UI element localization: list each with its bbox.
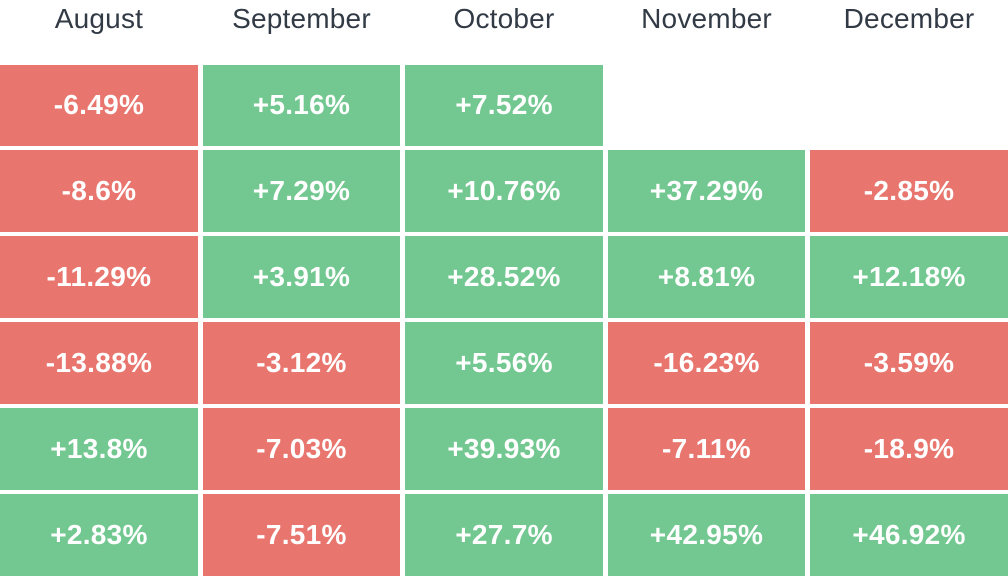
heatmap-cell-r4-c1: -7.03% xyxy=(202,408,401,490)
heatmap-cell-r2-c2: +28.52% xyxy=(405,236,603,318)
heatmap-cell-r0-c2: +7.52% xyxy=(405,64,603,146)
heatmap-cell-r1-c4: -2.85% xyxy=(810,150,1008,232)
heatmap-cell-r3-c3: -16.23% xyxy=(607,322,806,404)
heatmap-cell-r2-c3: +8.81% xyxy=(607,236,806,318)
heatmap-cell-r5-c2: +27.7% xyxy=(405,494,603,576)
heatmap-cell-r1-c0: -8.6% xyxy=(0,150,198,232)
heatmap-cell-r5-c0: +2.83% xyxy=(0,494,198,576)
heatmap-header-row: August September October November Decemb… xyxy=(0,0,1008,65)
heatmap-cell-r3-c2: +5.56% xyxy=(405,322,603,404)
heatmap-cell-r0-c3 xyxy=(608,65,806,146)
column-header-october: October xyxy=(453,3,555,34)
heatmap-cell-r4-c3: -7.11% xyxy=(607,408,806,490)
heatmap-cell-r3-c4: -3.59% xyxy=(810,322,1008,404)
heatmap-cell-r1-c3: +37.29% xyxy=(607,150,806,232)
heatmap-cell-r4-c4: -18.9% xyxy=(810,408,1008,490)
column-header-august: August xyxy=(54,3,144,34)
heatmap-cell-r1-c2: +10.76% xyxy=(405,150,603,232)
heatmap-cell-r0-c0: -6.49% xyxy=(0,64,198,146)
heatmap-cell-r2-c0: -11.29% xyxy=(0,236,198,318)
heatmap-cell-r3-c0: -13.88% xyxy=(0,322,198,404)
heatmap-cell-r5-c1: -7.51% xyxy=(202,494,401,576)
heatmap-cell-r4-c0: +13.8% xyxy=(0,408,198,490)
heatmap-cell-r2-c4: +12.18% xyxy=(810,236,1008,318)
heatmap-cell-r0-c1: +5.16% xyxy=(202,64,401,146)
heatmap-cell-r5-c3: +42.95% xyxy=(607,494,806,576)
heatmap-cell-r4-c2: +39.93% xyxy=(405,408,603,490)
heatmap-cell-r5-c4: +46.92% xyxy=(810,494,1008,576)
column-header-september: September xyxy=(232,3,371,34)
heatmap-grid: -6.49% +5.16% +7.52% -8.6% +7.29% +10.76… xyxy=(0,64,1008,576)
heatmap-cell-r3-c1: -3.12% xyxy=(202,322,401,404)
heatmap-cell-r0-c4 xyxy=(810,65,1008,146)
column-header-december: December xyxy=(843,3,975,34)
heatmap-cell-r1-c1: +7.29% xyxy=(202,150,401,232)
heatmap-cell-r2-c1: +3.91% xyxy=(202,236,401,318)
column-header-november: November xyxy=(641,3,772,34)
